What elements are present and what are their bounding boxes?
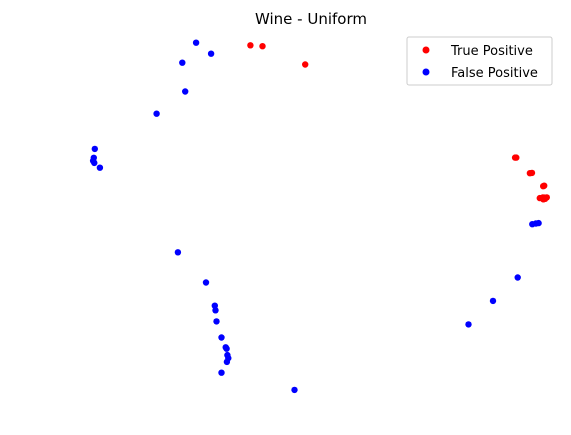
false-positive-point-8 — [91, 159, 98, 167]
false-positive-point-24 — [489, 297, 497, 305]
true-positive-point-4 — [513, 154, 520, 161]
false-positive-point-13 — [212, 307, 219, 314]
false-positive-point-3 — [182, 88, 189, 95]
false-positive-point-20 — [223, 358, 231, 366]
false-positive-point-23 — [465, 321, 472, 328]
legend-marker-false-positive — [422, 68, 430, 76]
false-positive-point-17 — [223, 345, 230, 352]
legend: True Positive False Positive — [406, 36, 553, 86]
points-layer — [89, 39, 550, 394]
false-positive-point-1 — [207, 50, 215, 57]
true-positive-point-14 — [541, 195, 549, 202]
false-positive-point-9 — [96, 164, 104, 171]
false-positive-point-22 — [291, 386, 298, 394]
true-positive-point-0 — [247, 42, 254, 49]
false-positive-point-21 — [218, 369, 225, 376]
chart-title: Wine - Uniform — [255, 10, 367, 28]
false-positive-point-11 — [202, 279, 210, 286]
false-positive-point-5 — [91, 145, 99, 153]
legend-label-false-positive: False Positive — [451, 66, 538, 81]
legend-marker-true-positive — [422, 46, 430, 54]
false-positive-point-4 — [153, 110, 160, 117]
true-positive-point-1 — [259, 43, 266, 50]
false-positive-point-0 — [192, 39, 200, 46]
true-positive-point-6 — [528, 169, 536, 177]
false-positive-point-25 — [514, 274, 521, 281]
true-positive-point-2 — [302, 61, 309, 68]
false-positive-point-10 — [174, 249, 182, 256]
false-positive-point-2 — [179, 59, 186, 66]
legend-frame — [406, 36, 553, 86]
false-positive-point-28 — [535, 219, 542, 227]
false-positive-point-14 — [213, 318, 220, 325]
legend-label-true-positive: True Positive — [450, 44, 533, 59]
true-positive-point-8 — [541, 182, 548, 189]
false-positive-point-15 — [218, 334, 225, 341]
